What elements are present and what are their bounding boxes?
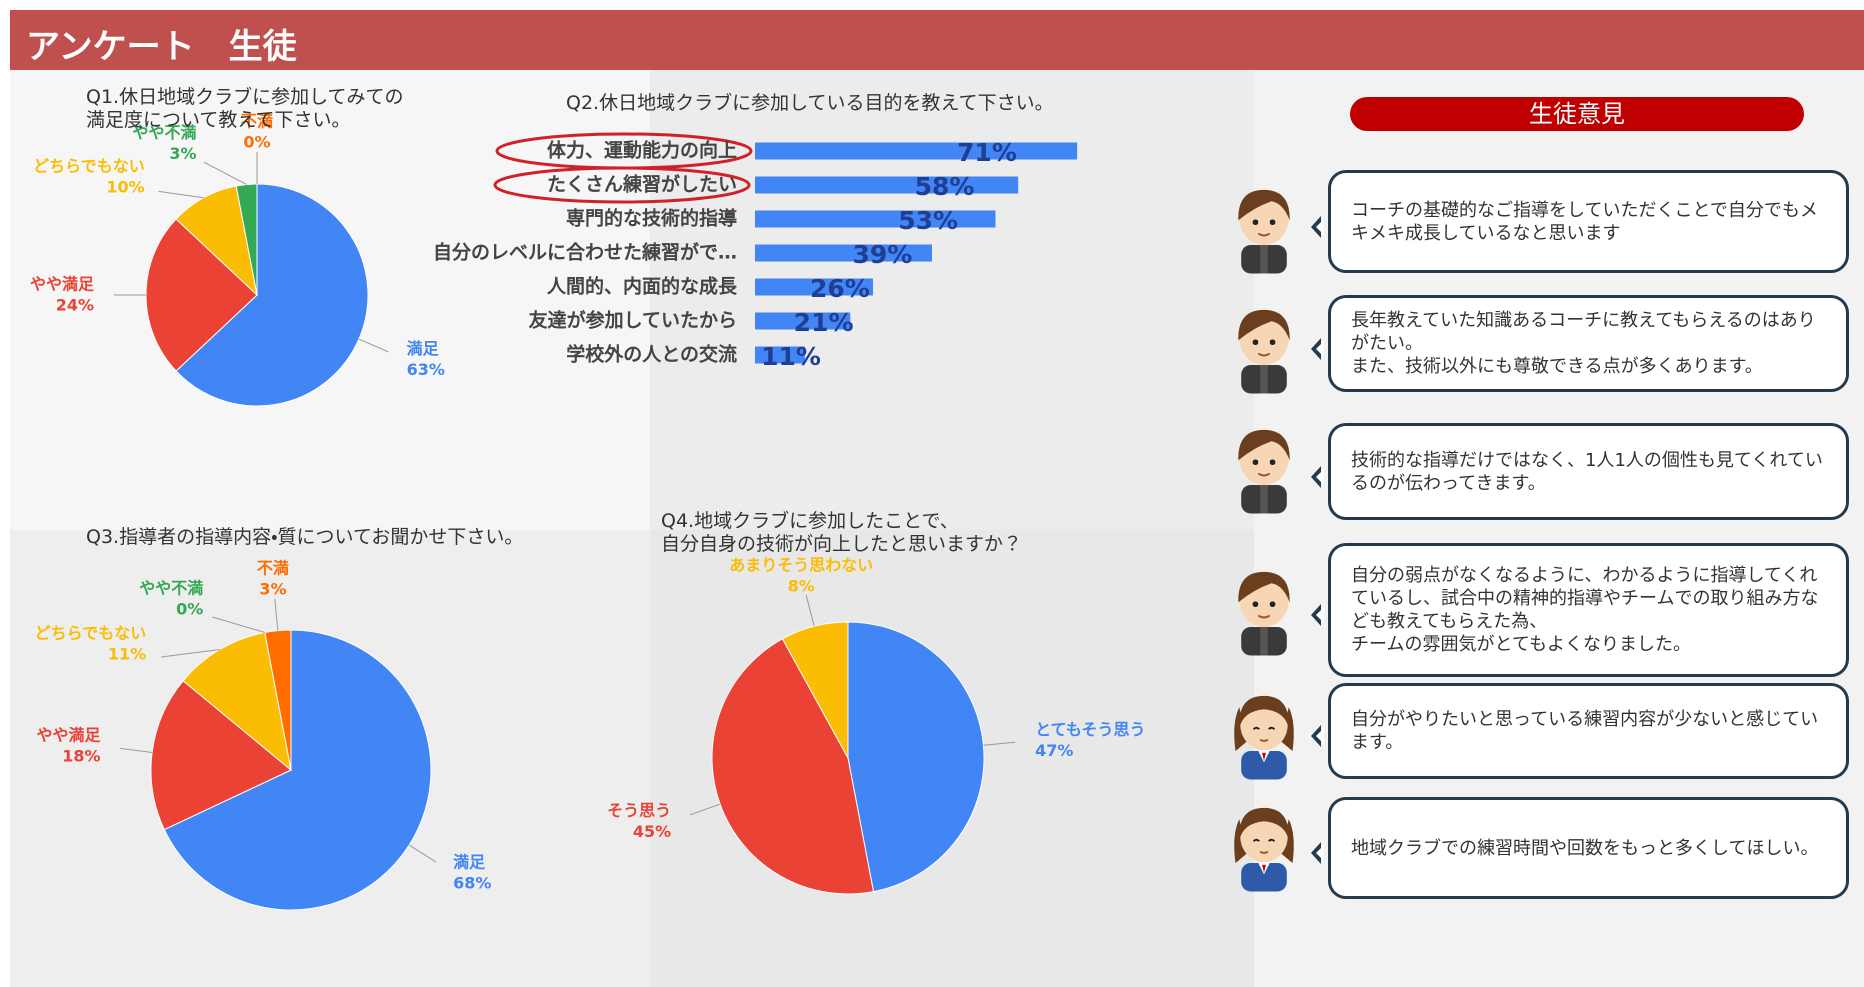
leader-line [983,742,1015,745]
comment: 地域クラブでの練習時間や回数をもっと多くしてほしい。 [1328,797,1849,899]
avatar-boy [1238,430,1289,514]
slice-value-label: 45% [633,822,671,841]
slice-value-label: 0% [243,133,270,152]
leader-line [120,748,152,752]
slice-label: やや満足 [30,275,95,294]
slice-label: 満足 [453,852,486,871]
page: アンケート 生徒 [0,0,1864,987]
slice-label: やや不満 [139,579,203,598]
value-label: 21% [794,308,854,337]
slice-value-label: 11% [108,644,146,663]
leader-line [690,804,720,815]
chart-title: Q1.休日地域クラブに参加してみての 満足度について教えて下さい。 [86,86,404,132]
category-label: たくさん練習がしたい [547,173,737,196]
slice-label: あまりそう思わない [729,555,873,574]
avatar-boy [1238,310,1289,394]
comment: 技術的な指導だけではなく、1人1人の個性も見てくれているのが伝わってきます。 [1328,423,1849,520]
slice-value-label: 3% [259,579,286,598]
avatar-boy [1238,190,1289,274]
value-label: 26% [810,274,870,303]
value-label: 39% [852,240,912,269]
slice-value-label: 18% [62,746,100,765]
category-label: 自分のレベルに合わせた練習がで… [433,241,737,264]
category-label: 人間的、内面的な成長 [546,275,738,298]
bar [755,143,1077,160]
avatar-girl [1234,696,1294,780]
comment: 長年教えていた知識あるコーチに教えてもらえるのはありがたい。 また、技術以外にも… [1328,295,1849,392]
slice-value-label: 47% [1035,741,1073,760]
leader-line [409,845,436,862]
bar [755,211,995,228]
slice-label: 満足 [407,339,440,358]
category-label: 体力、運動能力の向上 [547,139,737,162]
value-label: 71% [957,138,1017,167]
comment: 自分の弱点がなくなるように、わかるように指導してくれているし、試合中の精神的指導… [1328,543,1849,677]
pie-slice [848,622,984,892]
leader-line [212,617,264,632]
value-label: 53% [898,206,958,235]
slice-label: どちらでもない [33,156,145,175]
comment: 自分がやりたいと思っている練習内容が少ないと感じています。 [1328,683,1849,779]
slice-label: やや満足 [36,725,101,744]
avatar-boy [1238,572,1289,656]
slice-value-label: 10% [106,177,144,196]
chart-title: Q2.休日地域クラブに参加している目的を教えて下さい。 [566,92,1054,115]
slice-label: 不満 [257,558,289,577]
avatar-girl [1234,808,1294,892]
chart-title: Q3.指導者の指導内容・質についてお聞かせ下さい。 [86,526,523,549]
leader-line [204,162,247,184]
leader-line [359,339,388,352]
value-label: 11% [761,342,821,371]
chart-title: Q4.地域クラブに参加したことで、 自分自身の技術が向上したと思いますか？ [661,510,1022,556]
leader-line [275,599,278,631]
slice-value-label: 8% [788,576,815,595]
slice-value-label: 63% [407,360,445,379]
bar [755,177,1018,194]
comments-title: 生徒意見 [1350,97,1804,131]
slice-value-label: 0% [176,600,203,619]
slice-label: どちらでもない [35,623,147,642]
slice-value-label: 68% [453,873,491,892]
slice-value-label: 24% [56,296,94,315]
slice-value-label: 3% [169,144,196,163]
slice-label: とてもそう思う [1035,720,1145,739]
category-label: 友達が参加していたから [529,309,737,332]
leader-line [806,595,814,626]
value-label: 58% [915,172,975,201]
category-label: 専門的な技術的指導 [566,207,737,230]
slice-label: そう思う [607,801,671,820]
category-label: 学校外の人との交流 [566,343,737,366]
comment: コーチの基礎的なご指導をしていただくことで自分でもメキメキ成長しているなと思いま… [1328,170,1849,273]
leader-line [158,191,203,197]
